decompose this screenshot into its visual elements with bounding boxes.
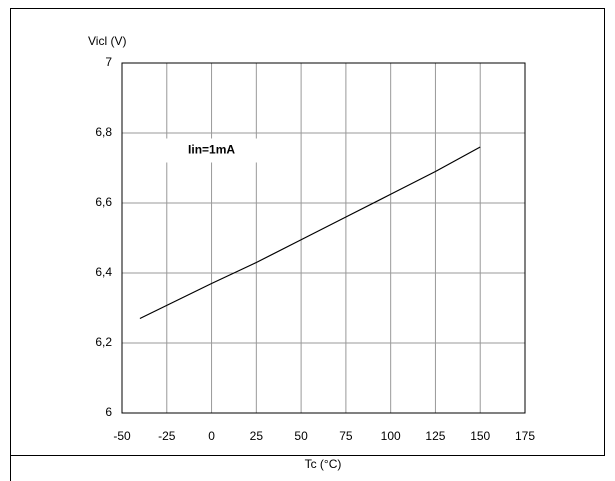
- x-tick-label: 175: [515, 429, 535, 443]
- data-line: [139, 146, 481, 320]
- x-tick-label: -50: [113, 429, 131, 443]
- x-tick-label: 50: [294, 429, 308, 443]
- y-tick-label: 6,2: [95, 335, 112, 349]
- y-tick-label: 6,8: [95, 125, 112, 139]
- frame: [10, 8, 605, 456]
- x-tick-label: -25: [158, 429, 176, 443]
- y-tick-label: 6,4: [95, 265, 112, 279]
- x-tick-label: 100: [381, 429, 401, 443]
- x-tick-label: 150: [470, 429, 490, 443]
- y-tick-label: 6: [105, 405, 112, 419]
- annotation-box: [165, 138, 258, 163]
- x-tick-label: 0: [208, 429, 215, 443]
- x-axis-label: Tc (°C): [305, 457, 342, 471]
- y-axis-label: Vicl (V): [88, 34, 126, 48]
- x-tick-label: 75: [339, 429, 353, 443]
- y-tick-label: 6,6: [95, 195, 112, 209]
- x-tick-label: 25: [250, 429, 264, 443]
- y-tick-label: 7: [105, 55, 112, 69]
- x-tick-label: 125: [425, 429, 445, 443]
- annotation: Iin=1mA: [188, 143, 235, 157]
- plot-border: [121, 62, 526, 414]
